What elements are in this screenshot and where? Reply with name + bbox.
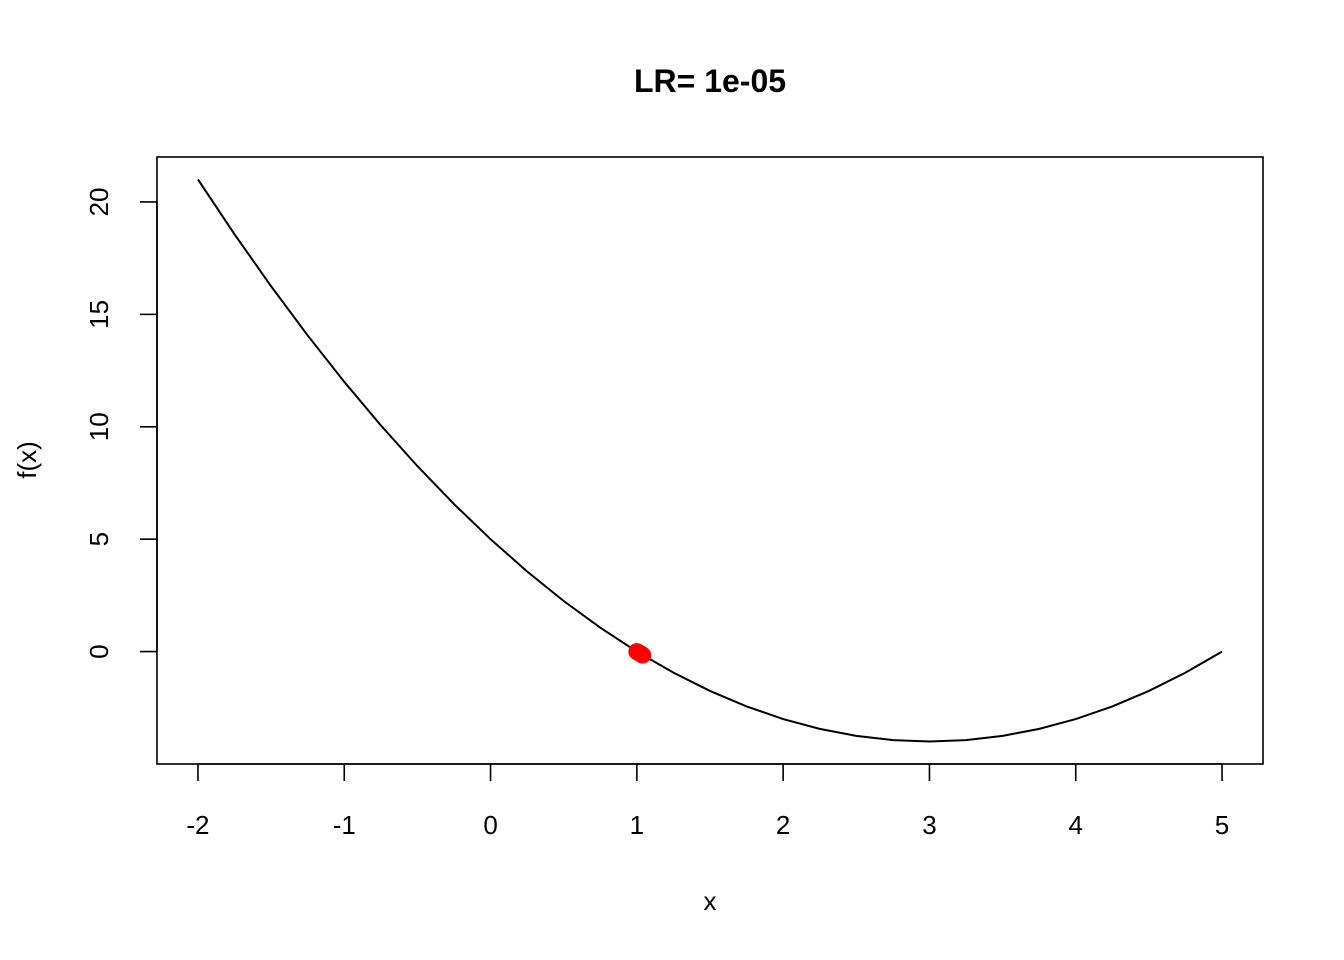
x-axis-label: x — [704, 886, 717, 916]
y-axis-label: f(x) — [12, 441, 42, 479]
series-line — [197, 178, 1223, 743]
x-tick-label: -1 — [333, 810, 356, 840]
x-tick-label: 1 — [630, 810, 644, 840]
plot-frame — [156, 156, 1264, 765]
x-tick-label: 3 — [922, 810, 936, 840]
y-tick-label: 20 — [84, 188, 114, 217]
gradient-descent-points — [628, 643, 652, 664]
chart-title: LR= 1e-05 — [634, 63, 786, 99]
x-axis: -2 -1 0 1 2 3 4 5 — [186, 763, 1229, 840]
x-tick-label: 2 — [776, 810, 790, 840]
y-axis: 0 5 10 15 20 — [84, 188, 158, 659]
data-point — [634, 646, 652, 664]
y-tick-label: 0 — [84, 644, 114, 658]
y-tick-label: 10 — [84, 412, 114, 441]
x-tick-label: 0 — [483, 810, 497, 840]
x-tick-label: 4 — [1069, 810, 1083, 840]
x-tick-label: -2 — [186, 810, 209, 840]
x-tick-label: 5 — [1215, 810, 1229, 840]
y-tick-label: 5 — [84, 532, 114, 546]
y-tick-label: 15 — [84, 300, 114, 329]
